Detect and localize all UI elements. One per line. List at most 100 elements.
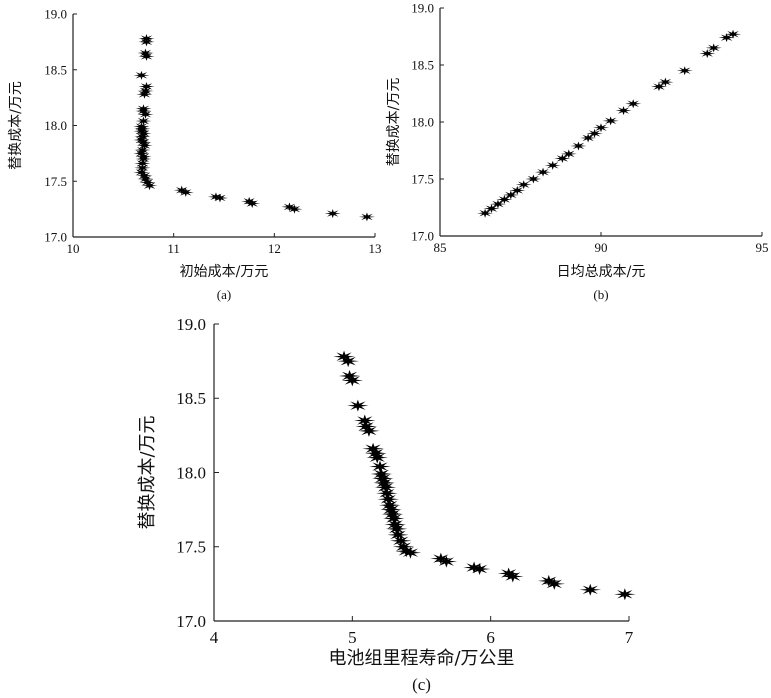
data-point-marker [374, 481, 397, 494]
y-tick-label: 19.0 [411, 1, 434, 16]
data-point-marker [560, 149, 577, 159]
x-tick-label: 12 [268, 241, 281, 256]
data-point-marker [135, 116, 152, 126]
x-tick-label: 6 [486, 628, 495, 647]
data-point-marker [337, 355, 359, 368]
y-tick-label: 17.0 [44, 230, 67, 245]
y-tick-label: 17.5 [411, 172, 434, 187]
data-point-marker [177, 187, 194, 197]
data-point-marker [141, 181, 158, 191]
data-point-marker [341, 374, 364, 387]
data-point-marker [579, 583, 602, 596]
data-point-marker [625, 99, 642, 109]
data-point-marker [570, 141, 587, 151]
data-point-marker [676, 66, 693, 76]
y-tick-label: 17.5 [176, 538, 206, 557]
data-point-marker [602, 116, 619, 126]
data-point-marker [580, 133, 597, 143]
data-point-marker [509, 185, 526, 195]
data-point-marker [489, 199, 507, 209]
data-point-marker [347, 399, 369, 412]
y-tick-label: 18.0 [176, 463, 206, 482]
x-tick-label: 90 [595, 240, 608, 255]
y-tick-label: 18.0 [44, 118, 67, 133]
y-tick-label: 18.5 [411, 58, 434, 73]
data-point-marker [586, 128, 603, 138]
data-point-marker [137, 109, 154, 119]
data-point-marker [383, 512, 405, 525]
data-point-marker [483, 204, 500, 214]
data-point-marker [133, 70, 150, 80]
y-axis-title: 替换成本/万元 [7, 81, 24, 170]
data-point-marker [389, 534, 412, 547]
y-tick-label: 17.0 [176, 612, 206, 631]
data-point-marker [502, 570, 524, 583]
data-point-marker [134, 163, 151, 173]
x-axis-title: 日均总成本/元 [557, 264, 646, 280]
x-tick-label: 10 [67, 241, 80, 256]
data-point-marker [724, 29, 742, 39]
data-point-marker [554, 153, 571, 163]
data-point-marker [534, 167, 552, 177]
data-point-marker [592, 123, 610, 133]
y-tick-label: 17.0 [411, 229, 434, 244]
panel-a-scatter-plot: 10 11 12 13 17.0 17.5 18.0 18.5 19.0 初始成本/万元 替换成本/… [7, 7, 382, 302]
data-point-marker [138, 81, 155, 91]
data-point-marker [496, 195, 513, 205]
x-tick-label: 11 [167, 241, 180, 256]
data-point-marker [657, 77, 674, 87]
y-tick-label: 17.5 [44, 174, 67, 189]
data-point-marker [650, 82, 668, 92]
panel-c-scatter-plot: 4 5 6 7 17.0 17.5 18.0 18.5 19.0 电池组里程寿命/万公里 替换成本/… [137, 315, 636, 694]
data-point-marker [699, 49, 716, 59]
data-point-marker [369, 460, 391, 473]
y-axis-title: 替换成本/万元 [137, 415, 158, 529]
panel-label: (a) [217, 287, 231, 302]
data-point-marker [353, 414, 376, 427]
data-point-marker [614, 588, 636, 601]
x-tick-label: 5 [348, 628, 357, 647]
data-point-marker [705, 43, 722, 53]
x-tick-label: 7 [625, 628, 634, 647]
panel-b-scatter-plot: 85 90 95 17.0 17.5 18.0 18.5 19.0 日均总成本/元 替换成本/万元… [385, 1, 769, 302]
data-point-marker [135, 154, 152, 164]
x-tick-label: 95 [756, 240, 769, 255]
data-point-marker [211, 193, 229, 203]
data-point-marker [286, 204, 303, 214]
data-point-marker [543, 577, 566, 590]
x-tick-label: 4 [210, 628, 219, 647]
data-point-marker [366, 451, 389, 464]
y-axis-title: 替换成本/万元 [385, 78, 402, 167]
y-tick-label: 18.5 [176, 389, 206, 408]
data-point-marker [358, 424, 380, 437]
data-point-marker [435, 555, 458, 568]
panel-label: (c) [412, 675, 431, 694]
x-axis-title: 初始成本/万元 [180, 263, 269, 280]
x-tick-label: 13 [369, 241, 382, 256]
y-tick-label: 19.0 [44, 7, 67, 22]
data-point-marker [387, 528, 409, 541]
data-point-marker [244, 199, 261, 209]
data-point-marker [376, 487, 398, 500]
y-tick-label: 19.0 [176, 315, 206, 334]
data-point-marker [385, 522, 408, 535]
data-point-marker [515, 180, 532, 190]
data-point-marker [399, 546, 422, 559]
data-point-marker [502, 190, 519, 200]
data-point-marker [468, 563, 491, 576]
data-point-marker [377, 493, 400, 506]
data-point-marker [138, 51, 155, 61]
x-tick-label: 85 [434, 240, 447, 255]
data-point-marker [138, 37, 155, 47]
panel-label: (b) [593, 287, 608, 302]
y-tick-label: 18.5 [44, 62, 67, 77]
data-point-marker [544, 160, 561, 170]
data-point-marker [358, 212, 376, 222]
data-point-marker [136, 89, 153, 99]
data-point-marker [525, 174, 542, 184]
x-axis-title: 电池组里程寿命/万公里 [328, 648, 514, 669]
data-point-marker [615, 106, 632, 116]
y-tick-label: 18.0 [411, 115, 434, 130]
data-point-marker [136, 141, 153, 151]
